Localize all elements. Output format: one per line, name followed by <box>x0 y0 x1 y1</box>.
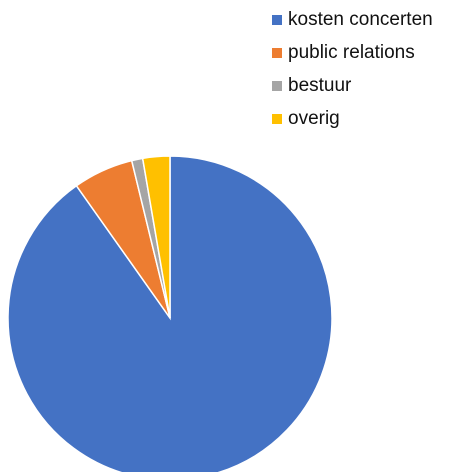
legend-item-kosten-concerten: kosten concerten <box>272 8 433 31</box>
legend-item-overig: overig <box>272 107 433 130</box>
pie-slices <box>7 155 333 472</box>
legend: kosten concerten public relations bestuu… <box>272 8 433 140</box>
legend-swatch <box>272 80 282 91</box>
pie-slice-overig <box>141 155 171 319</box>
legend-swatch <box>272 113 282 124</box>
legend-item-public-relations: public relations <box>272 41 433 64</box>
legend-label: overig <box>288 108 340 129</box>
legend-swatch <box>272 14 282 25</box>
legend-swatch <box>272 47 282 58</box>
legend-label: bestuur <box>288 75 352 96</box>
legend-item-bestuur: bestuur <box>272 74 433 97</box>
legend-label: kosten concerten <box>288 9 433 30</box>
legend-label: public relations <box>288 42 415 63</box>
